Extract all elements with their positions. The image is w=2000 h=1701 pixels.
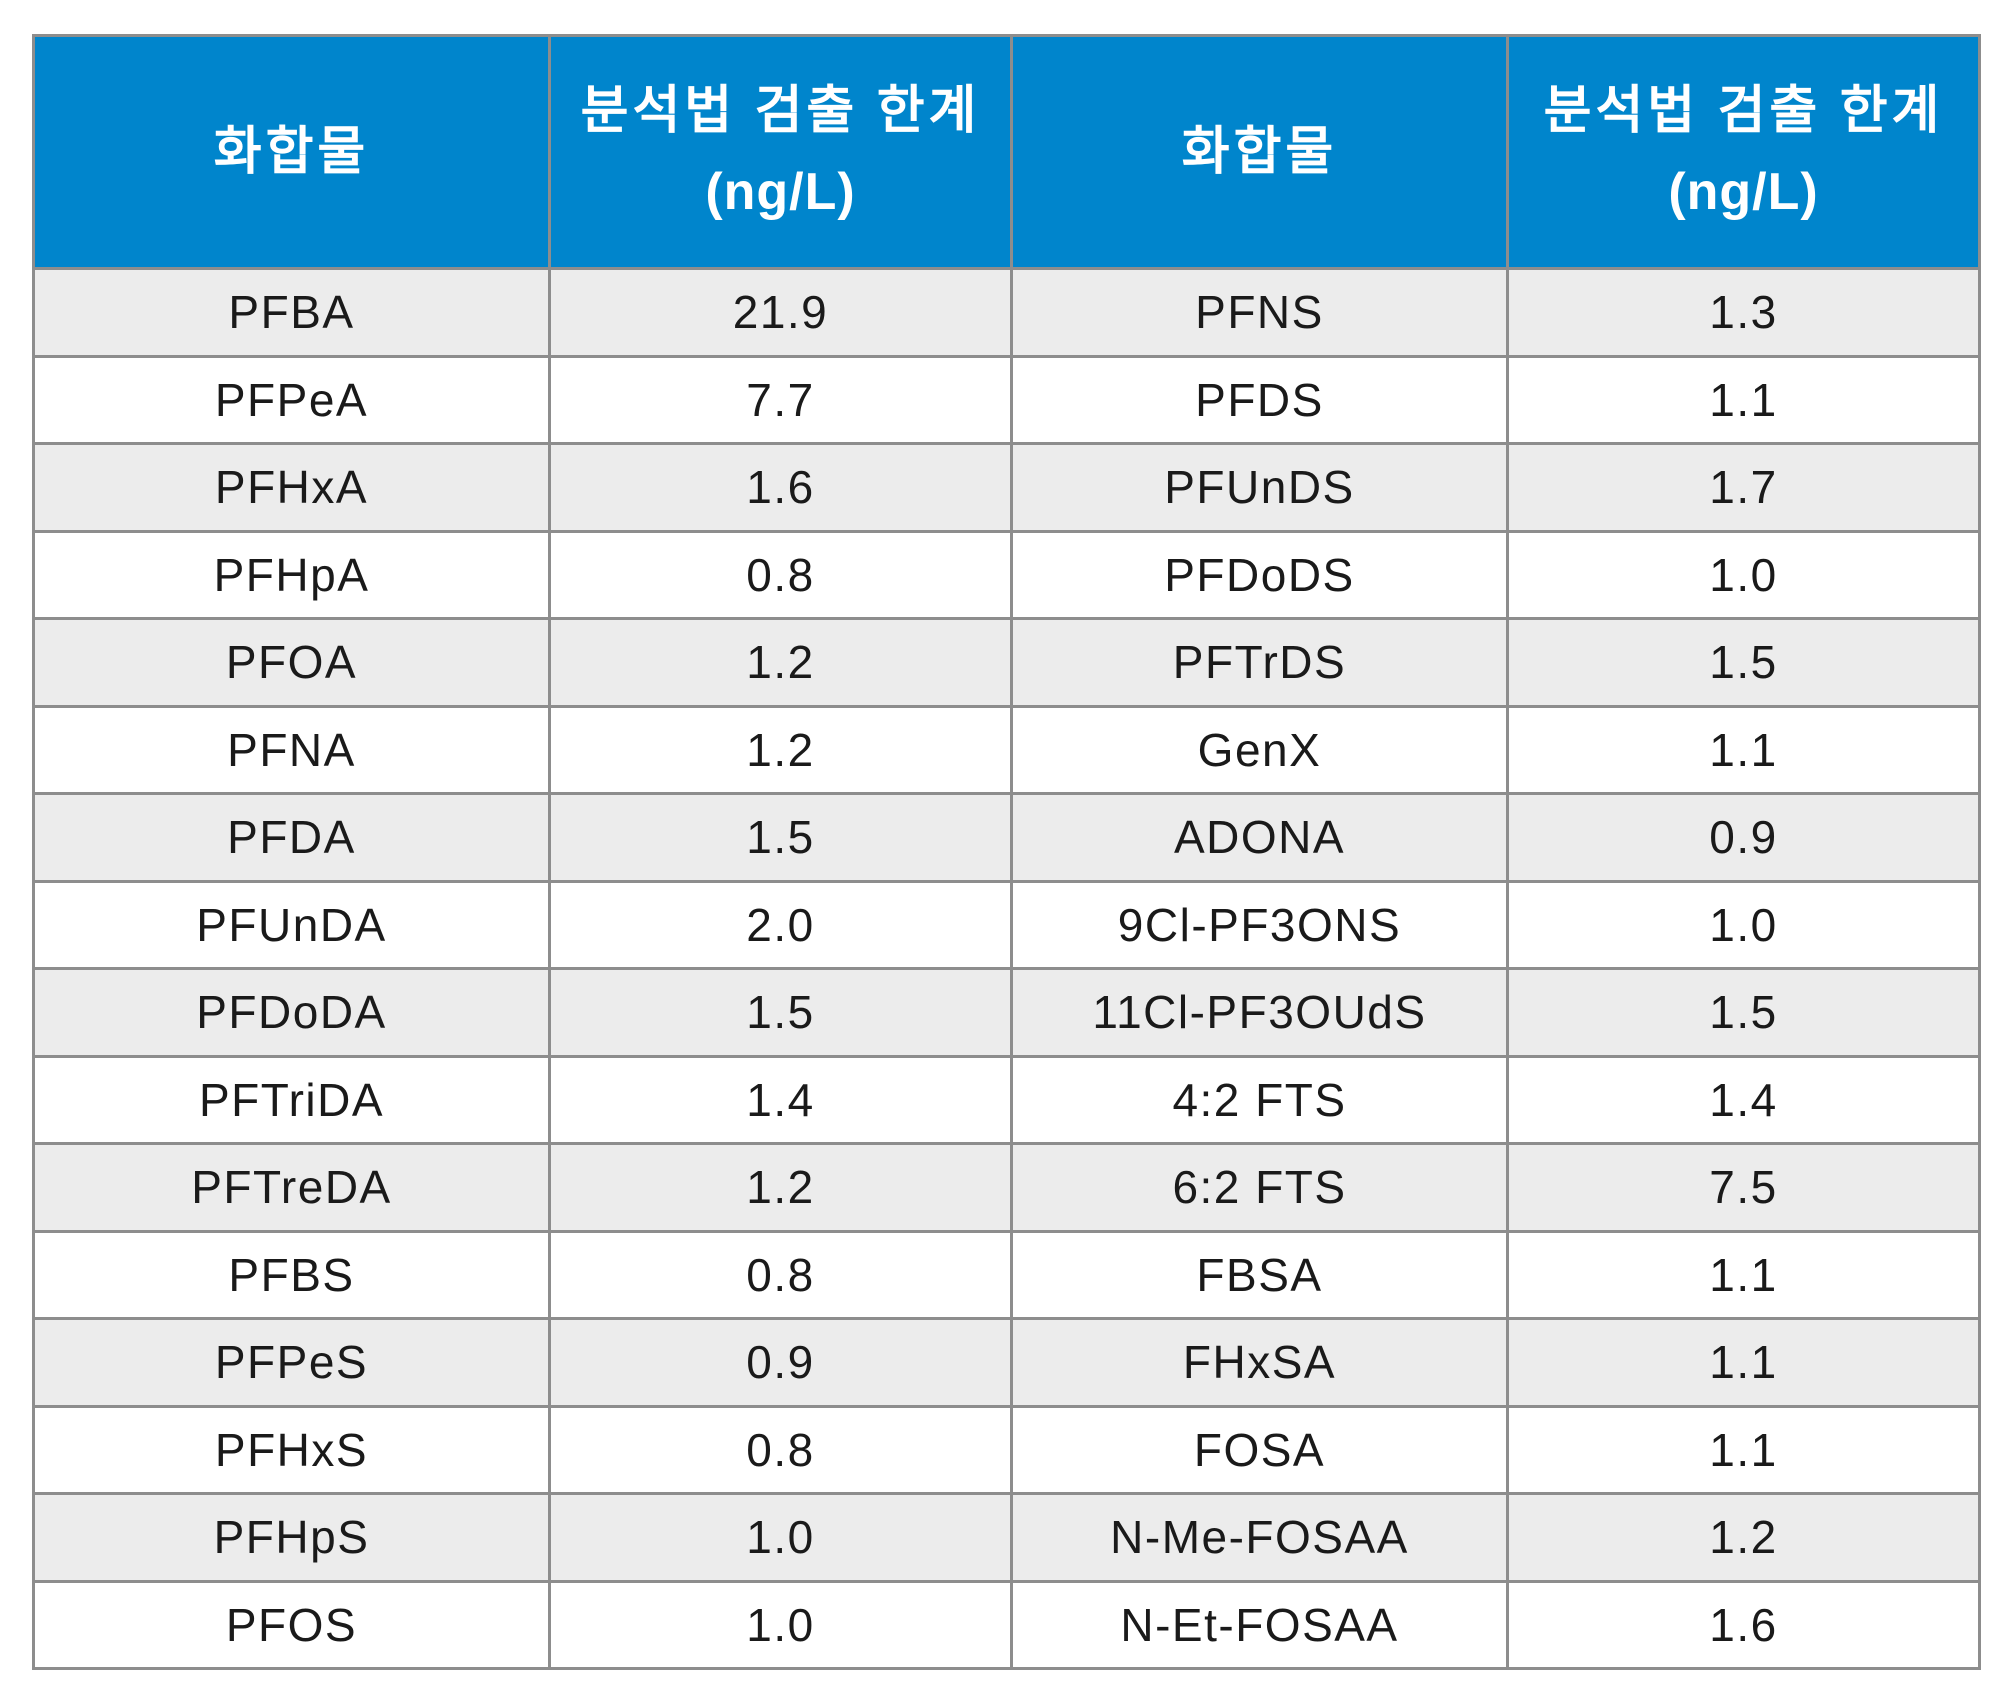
detection-limit-right-cell: 1.0 <box>1506 879 1981 970</box>
table-row: PFPeS 0.9 FHxSA 1.1 <box>32 1317 1981 1408</box>
header-compound-left-label: 화합물 <box>213 122 370 181</box>
header-detection-limit-left-title: 분석법 검출 한계 <box>580 82 981 141</box>
table-row: PFDoDA 1.5 11Cl-PF3OUdS 1.5 <box>32 967 1981 1058</box>
header-detection-limit-right-unit: (ng/L) <box>1668 163 1819 221</box>
table-row: PFPeA 7.7 PFDS 1.1 <box>32 354 1981 445</box>
compound-right-cell: PFUnDS <box>1010 442 1509 533</box>
compound-left-cell: PFDoDA <box>32 967 551 1058</box>
table-row: PFOA 1.2 PFTrDS 1.5 <box>32 617 1981 708</box>
detection-limit-left-cell: 1.6 <box>548 442 1013 533</box>
table-header: 화합물 분석법 검출 한계 (ng/L) 화합물 분석법 검출 한계 (ng/L… <box>32 34 1981 270</box>
compound-left-cell: PFHpS <box>32 1492 551 1583</box>
detection-limit-right-cell: 1.5 <box>1506 617 1981 708</box>
compound-right-cell: 9Cl-PF3ONS <box>1010 879 1509 970</box>
compound-left-cell: PFDA <box>32 792 551 883</box>
detection-limit-left-cell: 0.8 <box>548 1404 1013 1495</box>
table-row: PFNA 1.2 GenX 1.1 <box>32 704 1981 795</box>
compound-left-cell: PFBA <box>32 267 551 358</box>
detection-limit-table-container: 화합물 분석법 검출 한계 (ng/L) 화합물 분석법 검출 한계 (ng/L… <box>32 34 1981 1670</box>
compound-right-cell: PFNS <box>1010 267 1509 358</box>
detection-limit-left-cell: 1.5 <box>548 792 1013 883</box>
header-detection-limit-left: 분석법 검출 한계 (ng/L) <box>548 34 1013 270</box>
detection-limit-left-cell: 1.0 <box>548 1579 1013 1670</box>
table-row: PFBS 0.8 FBSA 1.1 <box>32 1229 1981 1320</box>
detection-limit-right-cell: 7.5 <box>1506 1142 1981 1233</box>
header-detection-limit-right-title: 분석법 검출 한계 <box>1543 82 1944 141</box>
compound-right-cell: PFDoDS <box>1010 529 1509 620</box>
detection-limit-right-cell: 1.1 <box>1506 1317 1981 1408</box>
detection-limit-left-cell: 1.2 <box>548 704 1013 795</box>
compound-left-cell: PFHxA <box>32 442 551 533</box>
compound-left-cell: PFOA <box>32 617 551 708</box>
compound-left-cell: PFTreDA <box>32 1142 551 1233</box>
compound-left-cell: PFPeA <box>32 354 551 445</box>
detection-limit-left-cell: 1.5 <box>548 967 1013 1058</box>
compound-left-cell: PFPeS <box>32 1317 551 1408</box>
compound-left-cell: PFTriDA <box>32 1054 551 1145</box>
header-compound-left: 화합물 <box>32 34 551 270</box>
table-row: PFTreDA 1.2 6:2 FTS 7.5 <box>32 1142 1981 1233</box>
detection-limit-left-cell: 0.8 <box>548 1229 1013 1320</box>
detection-limit-left-cell: 7.7 <box>548 354 1013 445</box>
detection-limit-right-cell: 1.6 <box>1506 1579 1981 1670</box>
table-row: PFHpA 0.8 PFDoDS 1.0 <box>32 529 1981 620</box>
compound-right-cell: FHxSA <box>1010 1317 1509 1408</box>
detection-limit-left-cell: 0.8 <box>548 529 1013 620</box>
table-row: PFDA 1.5 ADONA 0.9 <box>32 792 1981 883</box>
detection-limit-right-cell: 1.7 <box>1506 442 1981 533</box>
detection-limit-right-cell: 1.1 <box>1506 704 1981 795</box>
table-row: PFUnDA 2.0 9Cl-PF3ONS 1.0 <box>32 879 1981 970</box>
compound-left-cell: PFBS <box>32 1229 551 1320</box>
compound-right-cell: 11Cl-PF3OUdS <box>1010 967 1509 1058</box>
detection-limit-right-cell: 1.5 <box>1506 967 1981 1058</box>
header-detection-limit-left-unit: (ng/L) <box>705 163 856 221</box>
compound-left-cell: PFHxS <box>32 1404 551 1495</box>
detection-limit-right-cell: 1.2 <box>1506 1492 1981 1583</box>
compound-right-cell: N-Me-FOSAA <box>1010 1492 1509 1583</box>
detection-limit-left-cell: 21.9 <box>548 267 1013 358</box>
table-row: PFBA 21.9 PFNS 1.3 <box>32 267 1981 358</box>
detection-limit-left-cell: 1.4 <box>548 1054 1013 1145</box>
header-detection-limit-right: 분석법 검출 한계 (ng/L) <box>1506 34 1981 270</box>
compound-right-cell: ADONA <box>1010 792 1509 883</box>
compound-right-cell: GenX <box>1010 704 1509 795</box>
detection-limit-table: 화합물 분석법 검출 한계 (ng/L) 화합물 분석법 검출 한계 (ng/L… <box>32 34 1981 1670</box>
table-row: PFOS 1.0 N-Et-FOSAA 1.6 <box>32 1579 1981 1670</box>
compound-right-cell: FOSA <box>1010 1404 1509 1495</box>
compound-right-cell: PFDS <box>1010 354 1509 445</box>
detection-limit-right-cell: 1.1 <box>1506 1229 1981 1320</box>
detection-limit-right-cell: 0.9 <box>1506 792 1981 883</box>
compound-right-cell: 6:2 FTS <box>1010 1142 1509 1233</box>
detection-limit-right-cell: 1.1 <box>1506 354 1981 445</box>
detection-limit-left-cell: 2.0 <box>548 879 1013 970</box>
table-row: PFHxA 1.6 PFUnDS 1.7 <box>32 442 1981 533</box>
header-compound-right: 화합물 <box>1010 34 1509 270</box>
compound-left-cell: PFOS <box>32 1579 551 1670</box>
header-row: 화합물 분석법 검출 한계 (ng/L) 화합물 분석법 검출 한계 (ng/L… <box>32 34 1981 270</box>
compound-right-cell: 4:2 FTS <box>1010 1054 1509 1145</box>
table-row: PFTriDA 1.4 4:2 FTS 1.4 <box>32 1054 1981 1145</box>
detection-limit-left-cell: 1.2 <box>548 617 1013 708</box>
detection-limit-left-cell: 0.9 <box>548 1317 1013 1408</box>
detection-limit-right-cell: 1.4 <box>1506 1054 1981 1145</box>
compound-left-cell: PFUnDA <box>32 879 551 970</box>
compound-right-cell: N-Et-FOSAA <box>1010 1579 1509 1670</box>
table-row: PFHxS 0.8 FOSA 1.1 <box>32 1404 1981 1495</box>
detection-limit-left-cell: 1.0 <box>548 1492 1013 1583</box>
detection-limit-right-cell: 1.0 <box>1506 529 1981 620</box>
header-compound-right-label: 화합물 <box>1181 122 1338 181</box>
table-body: PFBA 21.9 PFNS 1.3 PFPeA 7.7 PFDS 1.1 PFHxA 1.6 PF… <box>32 267 1981 1670</box>
compound-right-cell: PFTrDS <box>1010 617 1509 708</box>
detection-limit-right-cell: 1.3 <box>1506 267 1981 358</box>
detection-limit-left-cell: 1.2 <box>548 1142 1013 1233</box>
compound-left-cell: PFHpA <box>32 529 551 620</box>
table-row: PFHpS 1.0 N-Me-FOSAA 1.2 <box>32 1492 1981 1583</box>
compound-right-cell: FBSA <box>1010 1229 1509 1320</box>
compound-left-cell: PFNA <box>32 704 551 795</box>
detection-limit-right-cell: 1.1 <box>1506 1404 1981 1495</box>
